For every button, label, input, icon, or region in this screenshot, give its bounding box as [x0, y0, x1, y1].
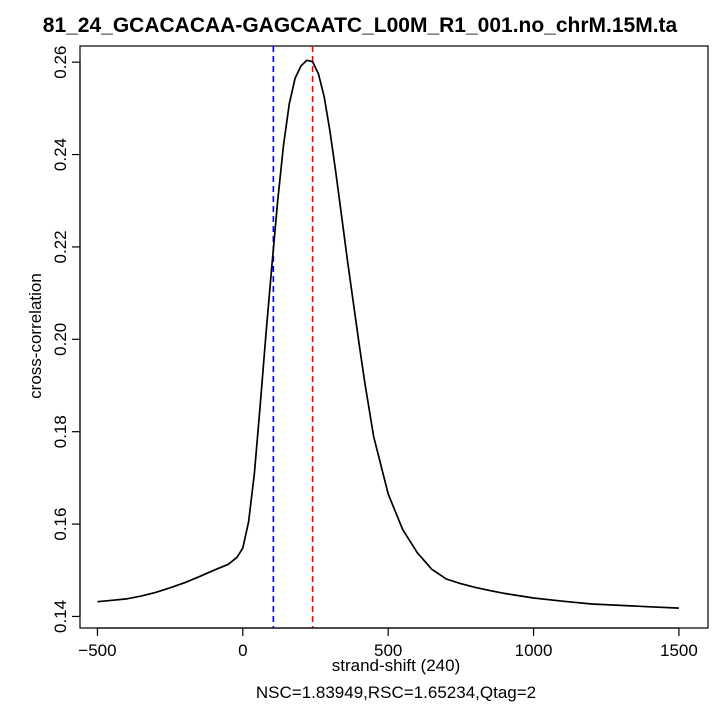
y-tick-label: 0.18: [51, 415, 70, 448]
chart-subtitle: NSC=1.83949,RSC=1.65234,Qtag=2: [255, 683, 537, 702]
y-tick-label: 0.22: [51, 230, 70, 263]
chart-title: 81_24_GCACACAA-GAGCAATC_L00M_R1_001.no_c…: [42, 14, 678, 37]
x-axis-label: strand-shift (240): [331, 656, 461, 675]
y-tick-label: 0.26: [51, 46, 70, 79]
x-tick-label: 1500: [660, 641, 698, 660]
x-tick-label: 500: [374, 641, 402, 660]
plot-frame: [79, 45, 709, 629]
cross-correlation-curve: [97, 59, 679, 609]
y-tick-label: 0.24: [51, 138, 70, 171]
reference-lines: [272, 46, 314, 628]
y-tick-label: 0.16: [51, 508, 70, 541]
y-axis-label: cross-correlation: [26, 273, 45, 399]
x-tick-label: 1000: [515, 641, 553, 660]
y-tick-label: 0.20: [51, 323, 70, 356]
x-tick-label: 0: [238, 641, 247, 660]
x-tick-label: −500: [78, 641, 116, 660]
x-axis: −500 0 500 1000 1500: [78, 627, 698, 660]
y-axis: 0.14 0.16 0.18 0.20 0.22 0.24 0.26: [51, 46, 81, 633]
y-tick-label: 0.14: [51, 600, 70, 633]
